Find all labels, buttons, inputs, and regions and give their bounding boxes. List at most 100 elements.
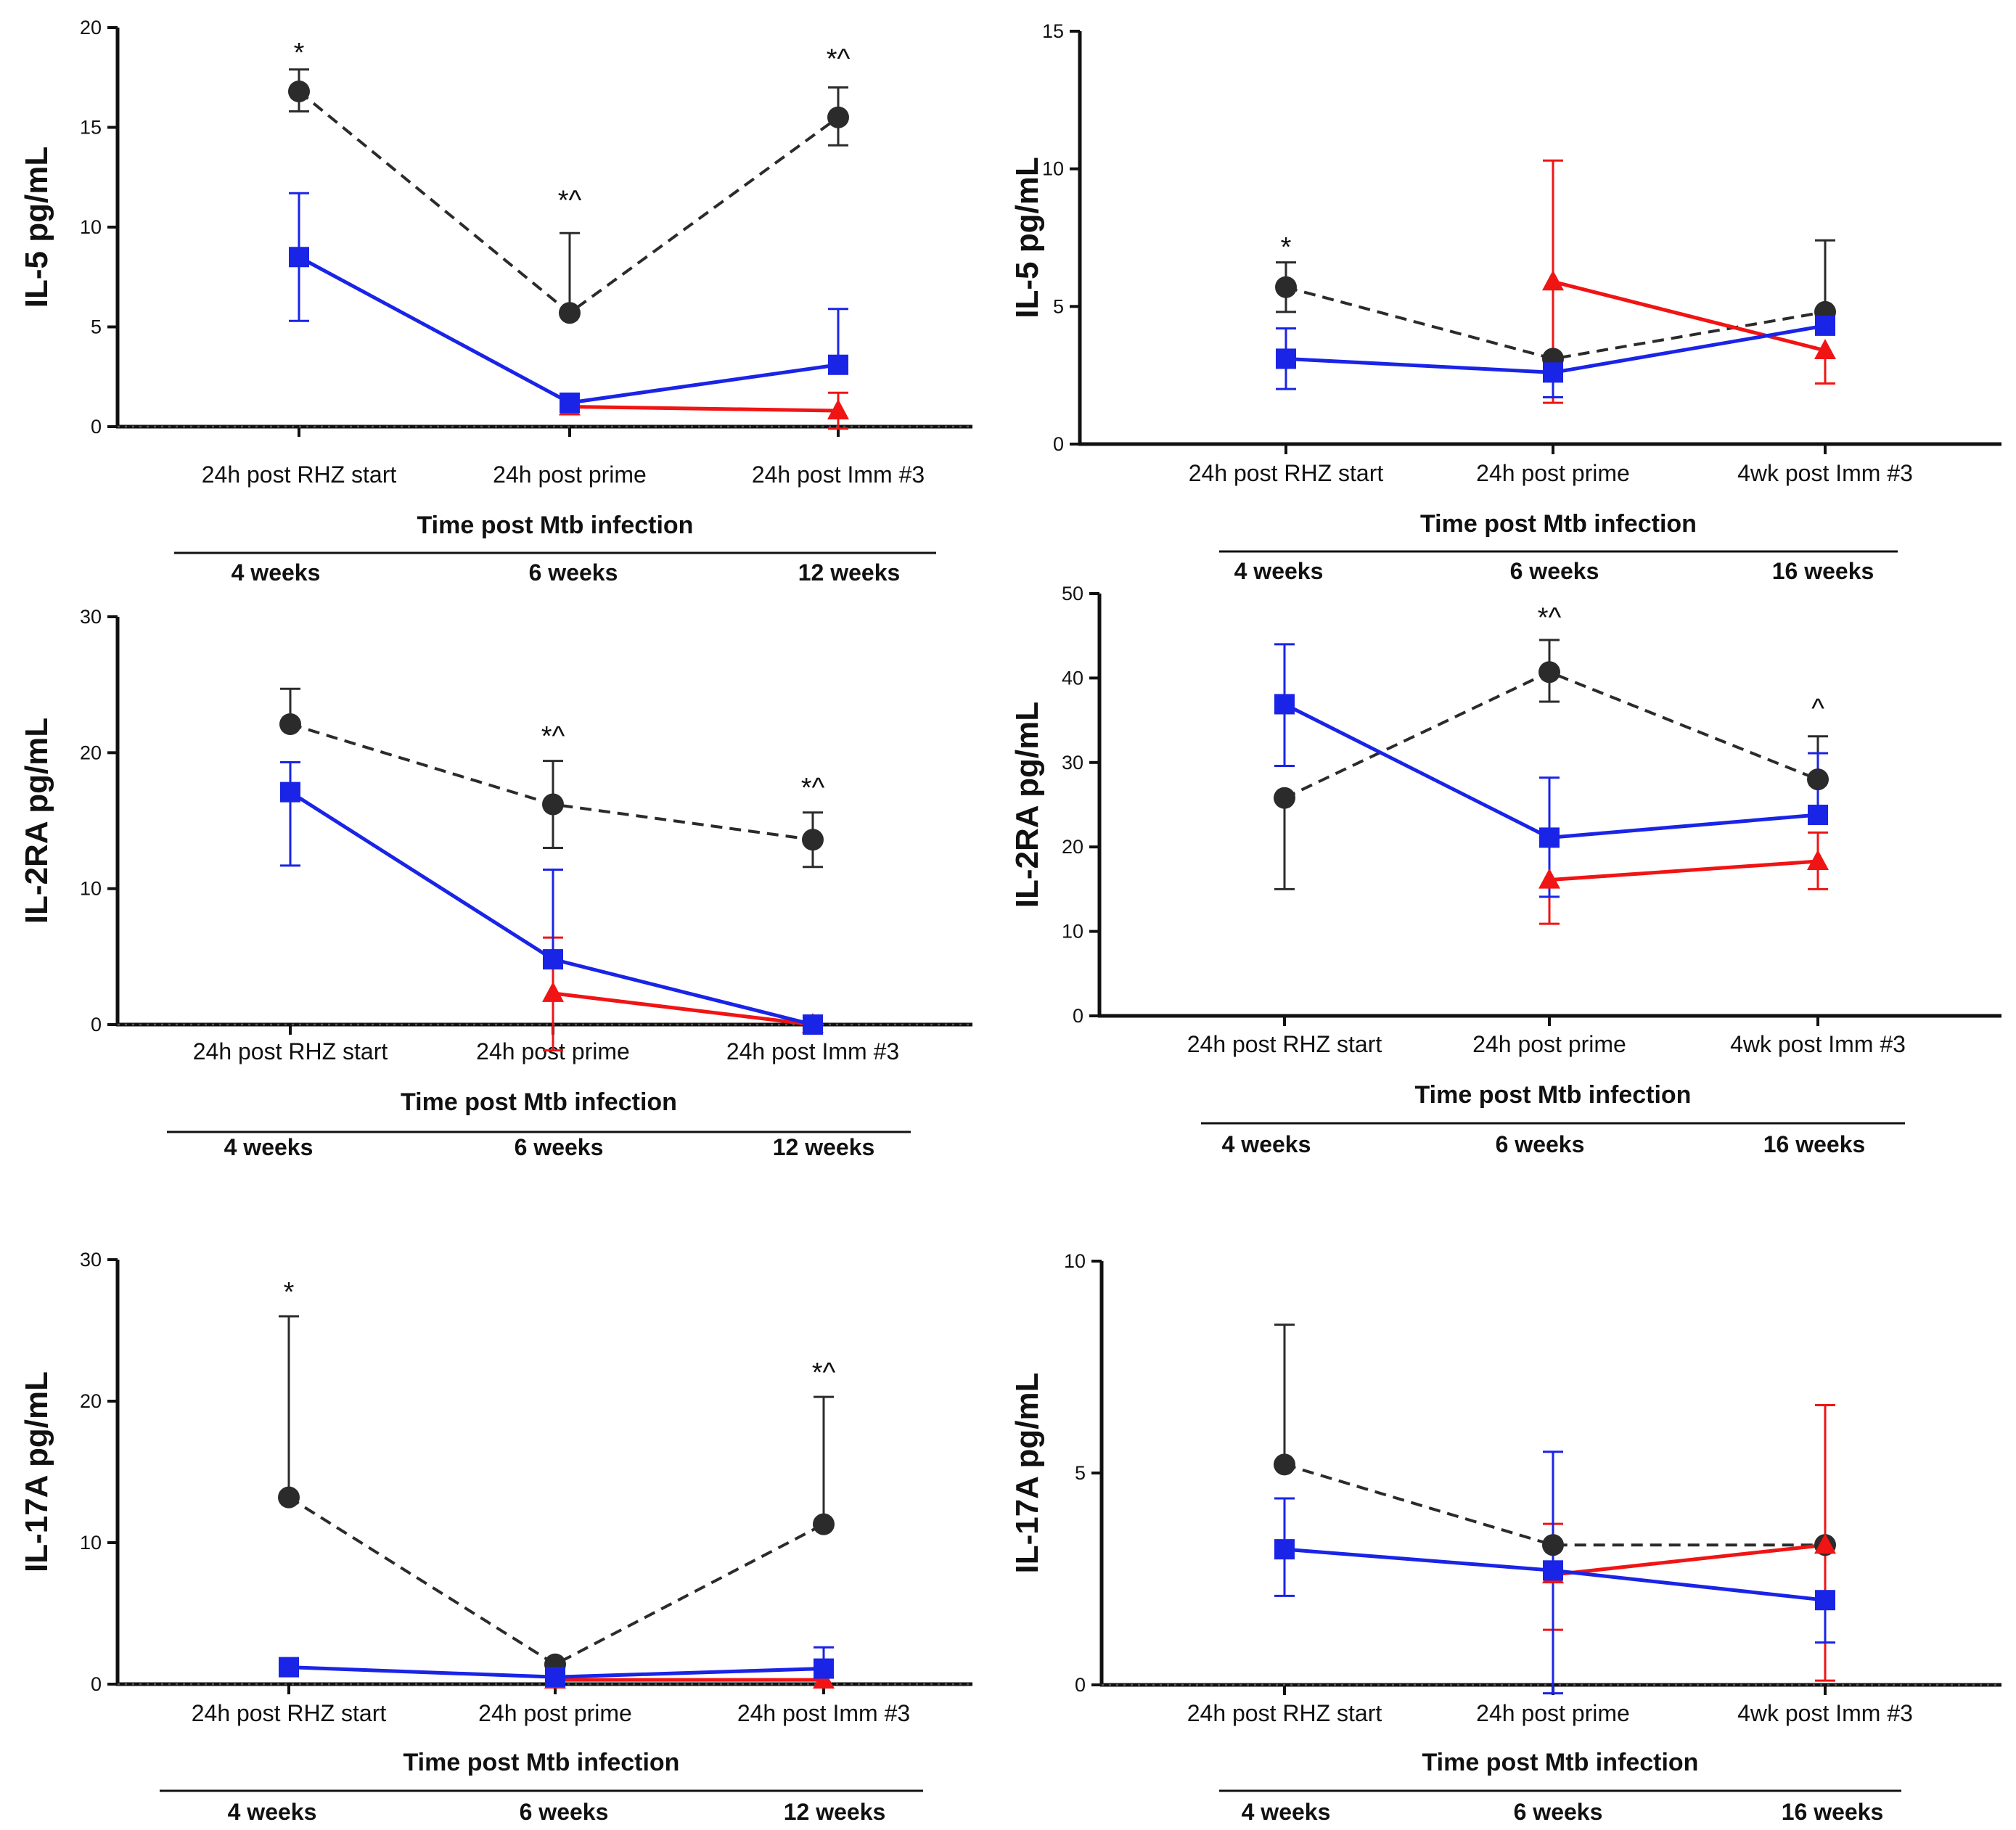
y-tick-label: 5 — [1075, 1462, 1086, 1484]
significance-marker: *^ — [827, 44, 851, 74]
y-tick-label: 20 — [80, 742, 102, 763]
y-tick-label: 15 — [1042, 20, 1064, 42]
data-point-blue — [279, 1657, 299, 1678]
data-point-blue — [1274, 694, 1295, 715]
significance-marker: * — [1281, 232, 1292, 263]
data-point-red — [1814, 339, 1836, 360]
series-line-red — [1549, 859, 1819, 882]
series-line-blue — [1283, 702, 1819, 840]
series-line-red — [569, 405, 839, 413]
data-point-black — [1807, 768, 1829, 791]
data-point-black — [1538, 661, 1560, 684]
week-label: 6 weeks — [1496, 1131, 1585, 1157]
week-label: 6 weeks — [1510, 558, 1599, 584]
y-tick-label: 0 — [1073, 1005, 1083, 1027]
series-line-red — [1552, 279, 1826, 353]
y-axis-title: IL-5 pg/mL — [19, 147, 54, 308]
data-point-blue — [828, 354, 848, 375]
x-category-label: 24h post RHZ start — [192, 1700, 387, 1726]
y-tick-label: 30 — [1062, 752, 1083, 774]
chart-panel-6: 0 5 10 IL-17A pg/mL 24h post RHZ start 24h po… — [1009, 1250, 2001, 1825]
week-label: 4 weeks — [231, 559, 321, 586]
data-point-black — [559, 302, 581, 324]
week-label: 12 weeks — [784, 1799, 886, 1825]
significance-marker: *^ — [558, 186, 582, 216]
chart-panel-1: 0 5 10 15 20 IL-5 pg/mL 24h post RHZ start 24h … — [19, 17, 972, 586]
significance-marker: *^ — [812, 1358, 836, 1388]
y-tick-label: 30 — [80, 1249, 102, 1271]
x-category-label: 4wk post Imm #3 — [1737, 460, 1913, 486]
x-axis-title: Time post Mtb infection — [417, 512, 694, 539]
data-point-blue — [814, 1658, 834, 1679]
x-category-label: 24h post RHZ start — [1189, 460, 1384, 486]
y-tick-label: 5 — [91, 316, 102, 338]
y-tick-label: 0 — [91, 416, 102, 438]
y-tick-label: 20 — [1062, 836, 1083, 858]
x-category-label: 24h post prime — [493, 461, 647, 488]
x-axis-title: Time post Mtb infection — [401, 1088, 677, 1116]
x-axis-title: Time post Mtb infection — [1420, 510, 1697, 538]
y-tick-label: 30 — [80, 606, 102, 628]
x-category-label: 24h post prime — [1476, 460, 1630, 486]
data-point-black — [827, 106, 849, 128]
data-point-blue — [1539, 827, 1560, 848]
data-point-blue — [560, 393, 580, 413]
y-tick-label: 10 — [1062, 921, 1083, 943]
data-point-black — [542, 793, 564, 816]
week-label: 6 weeks — [529, 559, 618, 586]
data-point-red — [1542, 270, 1564, 291]
data-point-red — [1538, 868, 1560, 889]
data-point-blue — [289, 247, 309, 268]
y-axis-title: IL-2RA pg/mL — [19, 718, 54, 924]
y-tick-label: 40 — [1062, 667, 1083, 689]
y-tick-label: 10 — [80, 878, 102, 900]
y-tick-label: 50 — [1062, 583, 1083, 604]
data-point-blue — [1274, 1539, 1295, 1560]
data-point-black — [813, 1513, 835, 1535]
significance-marker: ^ — [1811, 694, 1824, 724]
y-axis-title: IL-17A pg/mL — [1009, 1372, 1045, 1573]
series-line-red — [552, 991, 814, 1027]
data-point-black — [278, 1486, 300, 1509]
x-category-label: 24h post RHZ start — [1187, 1700, 1382, 1726]
significance-marker: *^ — [801, 773, 825, 803]
data-point-blue — [1543, 362, 1563, 383]
data-point-blue — [1543, 1560, 1563, 1581]
data-point-blue — [545, 1667, 565, 1688]
x-axis-title: Time post Mtb infection — [1422, 1749, 1699, 1776]
x-category-label: 4wk post Imm #3 — [1730, 1031, 1906, 1057]
y-axis-title: IL-17A pg/mL — [19, 1371, 54, 1572]
y-axis-title: IL-5 pg/mL — [1009, 157, 1045, 318]
series-line-black — [1285, 285, 1826, 361]
week-label: 4 weeks — [1222, 1131, 1311, 1157]
data-point-black — [1274, 787, 1295, 809]
week-label: 4 weeks — [1242, 1799, 1331, 1825]
x-category-label: 24h post Imm #3 — [752, 461, 925, 488]
week-label: 4 weeks — [1234, 558, 1324, 584]
data-point-black — [279, 713, 301, 735]
chart-panel-3: 0 10 20 30 IL-2RA pg/mL 24h post RHZ start 24h… — [19, 606, 972, 1160]
week-label: 16 weeks — [1763, 1131, 1866, 1157]
week-label: 6 weeks — [1514, 1799, 1603, 1825]
week-label: 16 weeks — [1782, 1799, 1884, 1825]
x-category-label: 4wk post Imm #3 — [1737, 1700, 1913, 1726]
y-tick-label: 10 — [1042, 158, 1064, 180]
y-tick-label: 10 — [80, 1532, 102, 1554]
series-line-black — [287, 1495, 824, 1667]
data-point-blue — [543, 949, 563, 970]
chart-panel-5: 0 10 20 30 IL-17A pg/mL 24h post RHZ start 24h… — [19, 1249, 972, 1825]
x-category-label: 24h post prime — [1472, 1031, 1626, 1057]
x-category-label: 24h post RHZ start — [193, 1038, 388, 1064]
significance-marker: *^ — [541, 721, 565, 752]
chart-panel-4: 0 10 20 30 40 50 IL-2RA pg/mL 24h post RHZ star… — [1009, 583, 2001, 1157]
y-tick-label: 15 — [80, 117, 102, 139]
x-category-label: 24h post Imm #3 — [737, 1700, 910, 1726]
y-tick-label: 20 — [80, 1390, 102, 1412]
chart-panel-2: 0 5 10 15 IL-5 pg/mL 24h post RHZ start 24h po… — [1009, 20, 2001, 584]
week-label: 6 weeks — [520, 1799, 609, 1825]
week-label: 16 weeks — [1772, 558, 1874, 584]
data-point-red — [542, 981, 564, 1002]
y-tick-label: 0 — [91, 1014, 102, 1035]
data-point-red — [1807, 849, 1829, 870]
